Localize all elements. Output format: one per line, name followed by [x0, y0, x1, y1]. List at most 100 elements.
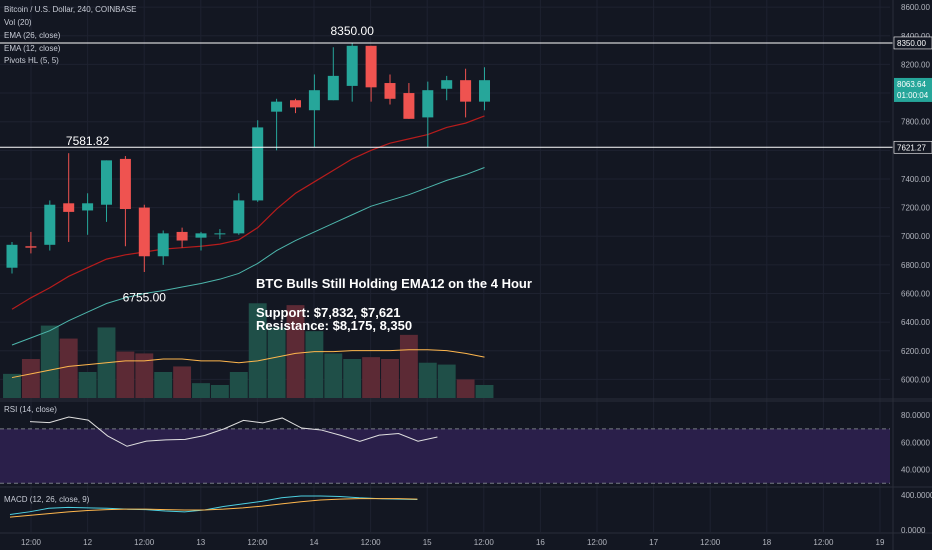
price-tick-label: 8600.00 — [901, 3, 930, 12]
candle-body[interactable] — [176, 231, 188, 241]
candle-body[interactable] — [82, 203, 94, 211]
macd-tick-label: 400.0000 — [901, 491, 932, 500]
rsi-pane-label[interactable]: RSI (14, close) — [4, 405, 57, 414]
candle-body[interactable] — [346, 45, 358, 86]
volume-bar — [343, 359, 362, 398]
volume-bar — [3, 373, 21, 398]
price-tick-label: 6000.00 — [901, 375, 930, 384]
candle-body[interactable] — [119, 158, 131, 210]
candle-body[interactable] — [101, 160, 112, 205]
time-tick-label: 18 — [762, 538, 771, 547]
time-tick-label: 15 — [423, 538, 432, 547]
time-tick-label: 12:00 — [134, 538, 155, 547]
volume-bar — [324, 353, 343, 398]
pivot-label: 6755.00 — [123, 290, 167, 304]
volume-bar — [305, 331, 324, 398]
indicator-ema12-label[interactable]: EMA (12, close) — [4, 44, 61, 53]
candle-body[interactable] — [138, 207, 150, 257]
volume-bar — [381, 359, 399, 398]
price-tick-label: 8200.00 — [901, 60, 930, 69]
time-tick-label: 12:00 — [813, 538, 834, 547]
price-tick-label: 7800.00 — [901, 118, 930, 127]
symbol-title[interactable]: Bitcoin / U.S. Dollar, 240, COINBASE — [4, 5, 137, 14]
horizontal-lines[interactable] — [0, 42, 893, 148]
support-price-label-bg — [893, 140, 932, 154]
annotation-title: BTC Bulls Still Holding EMA12 on the 4 H… — [256, 276, 532, 291]
candle-body[interactable] — [252, 127, 264, 201]
candle-body[interactable] — [195, 233, 207, 238]
price-tick-label: 7000.00 — [901, 232, 930, 241]
candle-body[interactable] — [233, 200, 245, 234]
volume-bar — [267, 327, 286, 398]
volume-bar — [173, 366, 192, 398]
candle-body[interactable] — [290, 100, 301, 108]
time-tick-label: 17 — [649, 538, 658, 547]
pivot-label: 7581.82 — [66, 134, 110, 148]
price-axis[interactable]: 6000.00 6200.00 6400.00 6600.00 6800.00 7000.… — [893, 3, 932, 535]
resistance-price-label-bg — [893, 36, 932, 50]
rsi-tick-label: 80.0000 — [901, 411, 930, 420]
candles[interactable] — [6, 42, 491, 274]
macd-pane-label[interactable]: MACD (12, 26, close, 9) — [4, 495, 90, 504]
time-tick-label: 12:00 — [21, 538, 42, 547]
indicator-ema26-label[interactable]: EMA (26, close) — [4, 31, 61, 40]
volume-bar — [154, 372, 173, 398]
price-tick-label: 7200.00 — [901, 204, 930, 213]
countdown-label: 01:00:04 — [897, 91, 929, 100]
candle-body[interactable] — [271, 101, 283, 112]
volume-bars — [3, 303, 494, 398]
time-tick-label: 12:00 — [247, 538, 268, 547]
price-tick-label: 6200.00 — [901, 347, 930, 356]
rsi-tick-label: 60.0000 — [901, 438, 930, 447]
volume-bar — [192, 383, 210, 398]
annotation-support: Support: $7,832, $7,621 — [256, 305, 401, 320]
price-tick-label: 7400.00 — [901, 175, 930, 184]
candle-body[interactable] — [441, 80, 453, 89]
ema26-line — [11, 167, 485, 346]
resistance-price-label: 8350.00 — [897, 39, 926, 48]
macd-lines — [9, 495, 418, 518]
candle-body[interactable] — [44, 204, 56, 245]
candle-body[interactable] — [63, 203, 75, 212]
candle-body[interactable] — [327, 75, 339, 101]
candle-body[interactable] — [157, 233, 169, 257]
volume-bar — [286, 305, 305, 398]
candle-body[interactable] — [214, 233, 226, 235]
candle-body[interactable] — [6, 244, 18, 268]
volume-bar — [456, 379, 475, 398]
volume-bar — [437, 364, 456, 398]
volume-bar — [362, 357, 381, 398]
ema12-line — [11, 115, 485, 310]
candle-body[interactable] — [422, 90, 434, 118]
candle-body[interactable] — [403, 93, 415, 119]
time-axis[interactable]: 12:00 12 12:00 13 12:00 14 12:00 15 12:00 16 12:00… — [21, 538, 885, 547]
volume-bar — [210, 385, 229, 398]
volume-bar — [248, 303, 267, 398]
volume-bar — [59, 338, 78, 398]
candle-body[interactable] — [479, 80, 490, 102]
volume-bar — [78, 372, 97, 398]
candle-body[interactable] — [308, 90, 320, 111]
macd-tick-label: 0.0000 — [901, 526, 926, 535]
time-tick-label: 16 — [536, 538, 545, 547]
pivot-label: 8350.00 — [331, 24, 375, 38]
indicator-pivots-label[interactable]: Pivots HL (5, 5) — [4, 56, 59, 65]
time-tick-label: 12:00 — [587, 538, 608, 547]
candle-body[interactable] — [384, 83, 396, 99]
candle-body[interactable] — [25, 246, 37, 248]
volume-bar — [229, 372, 248, 398]
volume-ma-line — [11, 349, 485, 379]
candle-body[interactable] — [365, 45, 377, 88]
volume-bar — [418, 362, 437, 398]
indicator-vol-label[interactable]: Vol (20) — [4, 18, 32, 27]
price-tick-label: 6800.00 — [901, 261, 930, 270]
candle-body[interactable] — [460, 80, 472, 102]
annotation-resistance: Resistance: $8,175, 8,350 — [256, 318, 412, 333]
volume-bar — [475, 385, 494, 398]
time-tick-label: 19 — [876, 538, 885, 547]
signal-line — [9, 498, 418, 518]
price-tick-label: 6600.00 — [901, 289, 930, 298]
last-price-badge — [894, 77, 932, 102]
